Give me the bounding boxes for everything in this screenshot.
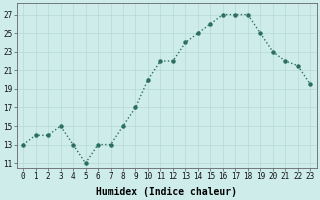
X-axis label: Humidex (Indice chaleur): Humidex (Indice chaleur) xyxy=(96,186,237,197)
